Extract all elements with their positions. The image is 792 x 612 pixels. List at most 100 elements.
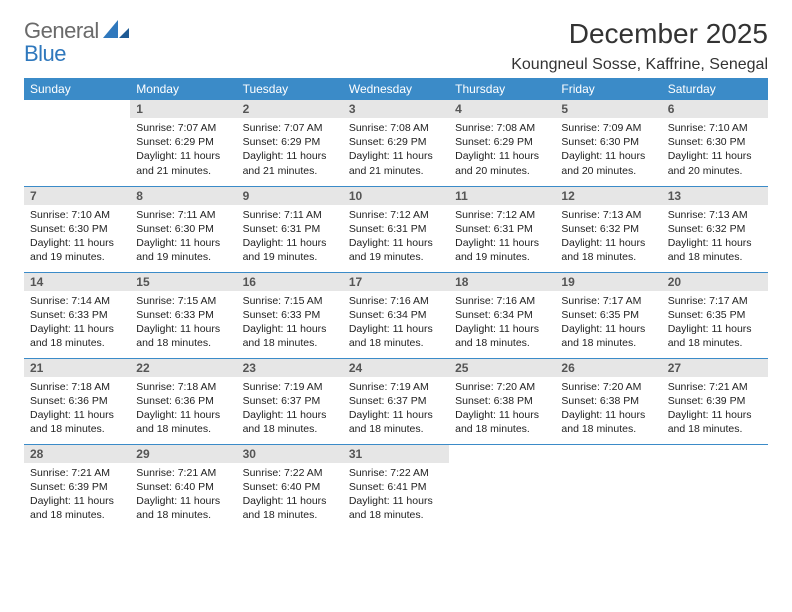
title-block: December 2025 Koungneul Sosse, Kaffrine,… — [511, 18, 768, 74]
sunrise-line: Sunrise: 7:07 AM — [243, 121, 337, 135]
sunset-line: Sunset: 6:31 PM — [455, 222, 549, 236]
day-details: Sunrise: 7:16 AMSunset: 6:34 PMDaylight:… — [449, 291, 555, 355]
weekday-header: Tuesday — [237, 78, 343, 100]
daylight-line: Daylight: 11 hours and 18 minutes. — [455, 322, 549, 350]
day-number: 4 — [449, 100, 555, 118]
sunrise-line: Sunrise: 7:17 AM — [668, 294, 762, 308]
weekday-header: Thursday — [449, 78, 555, 100]
calendar-cell: 23Sunrise: 7:19 AMSunset: 6:37 PMDayligh… — [237, 358, 343, 444]
sunset-line: Sunset: 6:29 PM — [455, 135, 549, 149]
sunset-line: Sunset: 6:38 PM — [455, 394, 549, 408]
weekday-header-row: SundayMondayTuesdayWednesdayThursdayFrid… — [24, 78, 768, 100]
day-number: 26 — [555, 359, 661, 377]
brand-line1: General — [24, 18, 99, 43]
day-number: 21 — [24, 359, 130, 377]
daylight-line: Daylight: 11 hours and 18 minutes. — [136, 494, 230, 522]
sunset-line: Sunset: 6:40 PM — [136, 480, 230, 494]
daylight-line: Daylight: 11 hours and 19 minutes. — [136, 236, 230, 264]
day-number: 29 — [130, 445, 236, 463]
sunset-line: Sunset: 6:30 PM — [30, 222, 124, 236]
calendar-cell: 28Sunrise: 7:21 AMSunset: 6:39 PMDayligh… — [24, 444, 130, 530]
day-details: Sunrise: 7:21 AMSunset: 6:39 PMDaylight:… — [24, 463, 130, 527]
calendar-cell: 9Sunrise: 7:11 AMSunset: 6:31 PMDaylight… — [237, 186, 343, 272]
brand-text: General Blue — [24, 18, 129, 64]
weekday-header: Saturday — [662, 78, 768, 100]
logo-sail-icon — [103, 18, 129, 44]
calendar-cell: 16Sunrise: 7:15 AMSunset: 6:33 PMDayligh… — [237, 272, 343, 358]
day-details: Sunrise: 7:14 AMSunset: 6:33 PMDaylight:… — [24, 291, 130, 355]
day-number: 7 — [24, 187, 130, 205]
sunrise-line: Sunrise: 7:12 AM — [349, 208, 443, 222]
calendar-row: 21Sunrise: 7:18 AMSunset: 6:36 PMDayligh… — [24, 358, 768, 444]
sunrise-line: Sunrise: 7:16 AM — [455, 294, 549, 308]
sunset-line: Sunset: 6:30 PM — [136, 222, 230, 236]
sunrise-line: Sunrise: 7:21 AM — [30, 466, 124, 480]
daylight-line: Daylight: 11 hours and 18 minutes. — [561, 236, 655, 264]
sunrise-line: Sunrise: 7:19 AM — [243, 380, 337, 394]
daylight-line: Daylight: 11 hours and 19 minutes. — [30, 236, 124, 264]
day-details: Sunrise: 7:19 AMSunset: 6:37 PMDaylight:… — [237, 377, 343, 441]
sunrise-line: Sunrise: 7:19 AM — [349, 380, 443, 394]
day-number: 13 — [662, 187, 768, 205]
sunset-line: Sunset: 6:29 PM — [243, 135, 337, 149]
day-details: Sunrise: 7:22 AMSunset: 6:40 PMDaylight:… — [237, 463, 343, 527]
sunset-line: Sunset: 6:33 PM — [30, 308, 124, 322]
sunrise-line: Sunrise: 7:08 AM — [455, 121, 549, 135]
daylight-line: Daylight: 11 hours and 18 minutes. — [243, 322, 337, 350]
sunset-line: Sunset: 6:33 PM — [136, 308, 230, 322]
sunset-line: Sunset: 6:32 PM — [561, 222, 655, 236]
calendar-row: 28Sunrise: 7:21 AMSunset: 6:39 PMDayligh… — [24, 444, 768, 530]
calendar-cell: 15Sunrise: 7:15 AMSunset: 6:33 PMDayligh… — [130, 272, 236, 358]
calendar-cell: 2Sunrise: 7:07 AMSunset: 6:29 PMDaylight… — [237, 100, 343, 186]
sunset-line: Sunset: 6:30 PM — [668, 135, 762, 149]
daylight-line: Daylight: 11 hours and 19 minutes. — [243, 236, 337, 264]
brand-line2: Blue — [24, 44, 129, 64]
calendar-cell: 30Sunrise: 7:22 AMSunset: 6:40 PMDayligh… — [237, 444, 343, 530]
calendar-cell: 18Sunrise: 7:16 AMSunset: 6:34 PMDayligh… — [449, 272, 555, 358]
day-number: 14 — [24, 273, 130, 291]
day-number: 2 — [237, 100, 343, 118]
day-number: 15 — [130, 273, 236, 291]
sunset-line: Sunset: 6:37 PM — [243, 394, 337, 408]
brand-logo: General Blue — [24, 18, 129, 64]
day-number: 28 — [24, 445, 130, 463]
weekday-header: Wednesday — [343, 78, 449, 100]
daylight-line: Daylight: 11 hours and 18 minutes. — [243, 408, 337, 436]
day-details: Sunrise: 7:21 AMSunset: 6:40 PMDaylight:… — [130, 463, 236, 527]
calendar-cell: 24Sunrise: 7:19 AMSunset: 6:37 PMDayligh… — [343, 358, 449, 444]
sunset-line: Sunset: 6:40 PM — [243, 480, 337, 494]
day-details: Sunrise: 7:22 AMSunset: 6:41 PMDaylight:… — [343, 463, 449, 527]
calendar-cell: 29Sunrise: 7:21 AMSunset: 6:40 PMDayligh… — [130, 444, 236, 530]
day-number: 6 — [662, 100, 768, 118]
day-details: Sunrise: 7:13 AMSunset: 6:32 PMDaylight:… — [662, 205, 768, 269]
daylight-line: Daylight: 11 hours and 20 minutes. — [561, 149, 655, 177]
header: General Blue December 2025 Koungneul Sos… — [24, 18, 768, 74]
day-details: Sunrise: 7:12 AMSunset: 6:31 PMDaylight:… — [449, 205, 555, 269]
calendar-cell: 17Sunrise: 7:16 AMSunset: 6:34 PMDayligh… — [343, 272, 449, 358]
sunrise-line: Sunrise: 7:08 AM — [349, 121, 443, 135]
day-details: Sunrise: 7:11 AMSunset: 6:31 PMDaylight:… — [237, 205, 343, 269]
calendar-cell: 14Sunrise: 7:14 AMSunset: 6:33 PMDayligh… — [24, 272, 130, 358]
daylight-line: Daylight: 11 hours and 18 minutes. — [349, 408, 443, 436]
sunrise-line: Sunrise: 7:22 AM — [243, 466, 337, 480]
day-details: Sunrise: 7:08 AMSunset: 6:29 PMDaylight:… — [343, 118, 449, 182]
calendar-cell: 5Sunrise: 7:09 AMSunset: 6:30 PMDaylight… — [555, 100, 661, 186]
day-details: Sunrise: 7:10 AMSunset: 6:30 PMDaylight:… — [24, 205, 130, 269]
daylight-line: Daylight: 11 hours and 18 minutes. — [561, 408, 655, 436]
day-details: Sunrise: 7:17 AMSunset: 6:35 PMDaylight:… — [555, 291, 661, 355]
sunset-line: Sunset: 6:36 PM — [30, 394, 124, 408]
daylight-line: Daylight: 11 hours and 18 minutes. — [30, 494, 124, 522]
day-details: Sunrise: 7:17 AMSunset: 6:35 PMDaylight:… — [662, 291, 768, 355]
sunset-line: Sunset: 6:33 PM — [243, 308, 337, 322]
day-number: 18 — [449, 273, 555, 291]
day-number: 8 — [130, 187, 236, 205]
calendar-cell: 1Sunrise: 7:07 AMSunset: 6:29 PMDaylight… — [130, 100, 236, 186]
daylight-line: Daylight: 11 hours and 18 minutes. — [455, 408, 549, 436]
calendar-cell — [24, 100, 130, 186]
day-details: Sunrise: 7:18 AMSunset: 6:36 PMDaylight:… — [130, 377, 236, 441]
sunrise-line: Sunrise: 7:11 AM — [243, 208, 337, 222]
daylight-line: Daylight: 11 hours and 18 minutes. — [136, 322, 230, 350]
sunrise-line: Sunrise: 7:09 AM — [561, 121, 655, 135]
daylight-line: Daylight: 11 hours and 21 minutes. — [136, 149, 230, 177]
day-number: 20 — [662, 273, 768, 291]
